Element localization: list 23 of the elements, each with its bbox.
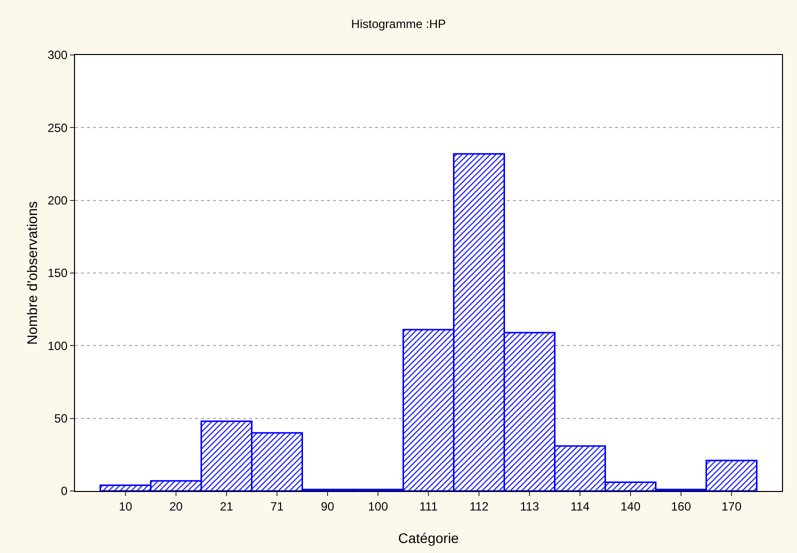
x-axis-title: Catégorie — [398, 530, 460, 546]
x-tick-label: 112 — [469, 499, 489, 514]
x-tick-label: 140 — [620, 499, 641, 514]
x-tick-label: 114 — [570, 499, 590, 514]
chart-title: Histogramme :HP — [351, 16, 446, 31]
y-tick-label: 100 — [48, 338, 68, 353]
x-tick-label: 170 — [721, 499, 742, 514]
y-tick-label: 200 — [48, 194, 68, 208]
y-tick-label: 300 — [48, 48, 68, 62]
x-tick-label: 160 — [670, 499, 692, 514]
y-tick-label: 0 — [60, 484, 68, 498]
y-tick-label: 50 — [54, 412, 68, 426]
x-tick-label: 71 — [270, 499, 284, 514]
x-tick-label: 10 — [118, 499, 132, 514]
x-tick-label: 90 — [320, 499, 334, 514]
x-tick-label: 20 — [169, 499, 183, 514]
x-tick-label: 100 — [368, 499, 388, 514]
y-tick-label: 150 — [48, 266, 68, 280]
y-tick-label: 250 — [48, 120, 68, 135]
x-tick-label: 21 — [220, 499, 234, 514]
x-tick-label: 111 — [419, 499, 438, 514]
y-axis-title: Nombre d'observations — [24, 201, 40, 345]
x-tick-label: 113 — [520, 499, 540, 514]
